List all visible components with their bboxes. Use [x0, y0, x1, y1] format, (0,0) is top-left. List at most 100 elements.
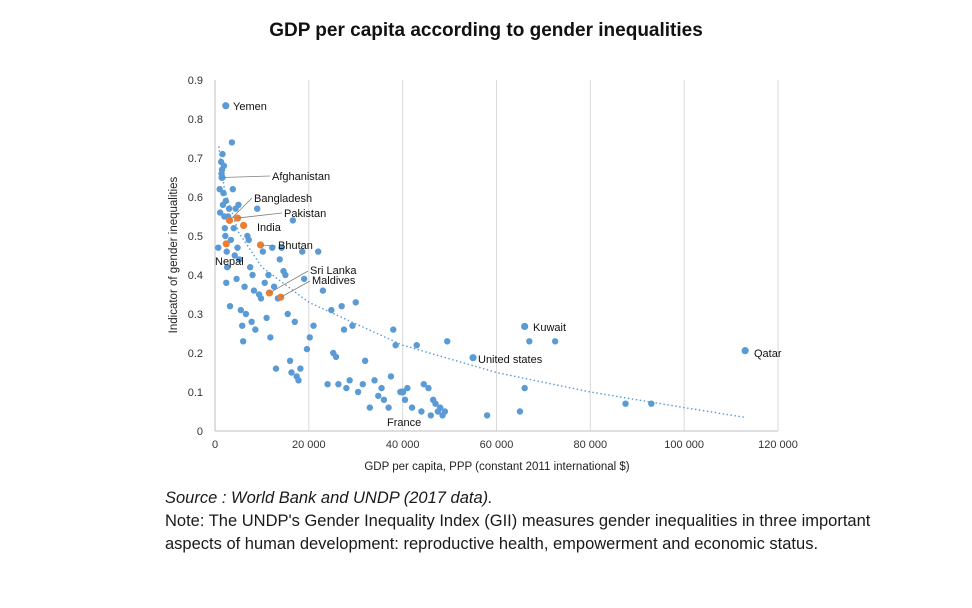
data-point — [242, 310, 250, 318]
data-point — [385, 404, 392, 411]
chart-notes: Source : World Bank and UNDP (2017 data)… — [165, 487, 885, 556]
data-point — [259, 248, 267, 255]
point-label-sri-lanka: Sri Lanka — [310, 265, 357, 277]
data-point — [225, 205, 233, 212]
data-point-nepal — [222, 240, 230, 248]
leader-line — [237, 212, 283, 219]
data-point — [216, 209, 224, 216]
data-point-united-states — [469, 354, 477, 362]
data-point — [276, 256, 283, 263]
y-tick-label: 0.1 — [188, 387, 203, 399]
data-point — [222, 197, 229, 205]
data-point — [413, 342, 420, 349]
data-point — [378, 384, 385, 392]
data-point — [223, 248, 230, 255]
data-point — [215, 244, 222, 251]
data-point — [303, 345, 311, 353]
point-label-india: India — [257, 222, 282, 234]
y-tick-label: 0.6 — [188, 192, 203, 204]
data-point — [286, 357, 294, 364]
x-tick-label: 120 000 — [758, 439, 798, 451]
data-point — [408, 404, 416, 411]
data-point — [234, 244, 241, 251]
point-label-france: France — [387, 417, 421, 429]
data-point — [295, 377, 302, 384]
x-tick-label: 60 000 — [480, 439, 514, 451]
data-point — [483, 412, 491, 419]
data-point — [237, 306, 245, 314]
data-point — [233, 275, 240, 283]
data-point — [229, 186, 237, 193]
data-point-qatar — [741, 347, 749, 355]
data-point — [346, 377, 353, 384]
y-tick-label: 0.4 — [188, 270, 203, 282]
y-tick-label: 0 — [197, 426, 203, 438]
data-point — [338, 303, 345, 310]
data-point — [284, 310, 291, 318]
data-point — [221, 225, 229, 232]
data-point — [310, 322, 317, 329]
point-label-qatar: Qatar — [754, 348, 782, 360]
x-tick-label: 20 000 — [292, 439, 326, 451]
data-point — [219, 150, 226, 158]
point-label-nepal: Nepal — [215, 256, 244, 268]
data-point — [425, 384, 432, 392]
data-point — [245, 236, 252, 244]
point-label-afghanistan: Afghanistan — [272, 171, 330, 183]
data-point-india — [240, 221, 248, 230]
data-point — [265, 271, 272, 279]
data-point — [371, 377, 378, 384]
data-point — [359, 381, 366, 388]
data-point — [263, 314, 270, 322]
axes: 0 20 000 40 000 60 000 80 000 100 000 120 000 0… — [188, 75, 798, 451]
data-point — [289, 217, 297, 224]
data-point — [241, 283, 248, 290]
data-point — [380, 396, 388, 403]
data-point — [648, 400, 655, 407]
data-point — [267, 334, 274, 341]
data-point — [420, 381, 427, 388]
data-point — [404, 384, 411, 392]
leader-line — [260, 244, 277, 247]
gridlines — [308, 80, 779, 431]
data-point — [278, 244, 285, 251]
data-point — [257, 295, 265, 302]
data-point-france — [399, 388, 407, 396]
data-point — [226, 303, 234, 310]
data-point — [222, 232, 229, 240]
point-label-kuwait: Kuwait — [533, 322, 566, 334]
data-point — [315, 248, 322, 255]
data-point — [437, 404, 444, 411]
x-tick-label: 100 000 — [664, 439, 704, 451]
data-point — [236, 256, 243, 263]
data-point — [432, 400, 439, 407]
source-note: Source : World Bank and UNDP (2017 data)… — [165, 489, 493, 507]
data-point — [230, 225, 237, 232]
data-point — [220, 189, 227, 197]
data-point — [246, 264, 254, 271]
data-point — [228, 139, 236, 146]
y-tick-label: 0.7 — [188, 153, 203, 165]
x-tick-label: 0 — [212, 439, 218, 451]
data-point — [366, 404, 374, 411]
data-point — [324, 381, 331, 388]
data-point — [231, 252, 238, 259]
x-tick-label: 40 000 — [386, 439, 420, 451]
data-point — [272, 365, 280, 372]
leader-line — [229, 197, 253, 221]
data-point — [427, 412, 435, 419]
point-label-pakistan: Pakistan — [284, 208, 326, 220]
data-point — [354, 388, 362, 396]
data-point — [622, 400, 629, 407]
data-point — [250, 287, 258, 294]
data-point — [288, 369, 295, 376]
data-point-kuwait — [521, 322, 529, 331]
trendline-path — [218, 146, 746, 419]
data-point — [252, 326, 259, 333]
data-point — [220, 162, 228, 169]
point-label-bangladesh: Bangladesh — [254, 193, 312, 205]
data-point — [235, 201, 242, 208]
data-point — [387, 373, 395, 380]
data-point — [352, 299, 359, 306]
